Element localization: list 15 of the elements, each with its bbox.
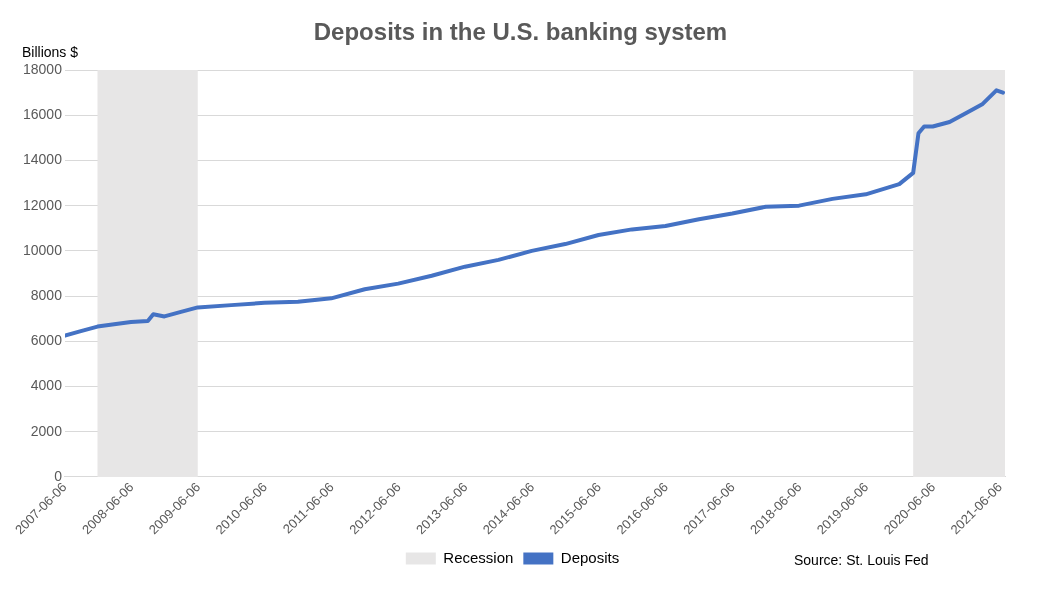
- y-tick-label: 2000: [30, 422, 63, 439]
- y-tick-label: 18000: [22, 60, 63, 77]
- legend-label: Recession: [443, 548, 514, 566]
- chart-title: Deposits in the U.S. banking system: [313, 18, 728, 45]
- y-axis-title: Billions $: [22, 44, 79, 60]
- y-tick-label: 4000: [30, 377, 63, 394]
- y-tick-label: 16000: [22, 106, 63, 123]
- y-tick-label: 6000: [30, 332, 63, 349]
- y-tick-label: 8000: [30, 286, 63, 303]
- y-tick-label: 12000: [22, 196, 63, 213]
- legend-label: Deposits: [560, 548, 620, 566]
- source-note: Source: St. Louis Fed: [794, 552, 930, 568]
- y-tick-label: 10000: [22, 241, 63, 258]
- y-tick-label: 14000: [22, 151, 63, 168]
- y-tick-label: 0: [54, 467, 63, 484]
